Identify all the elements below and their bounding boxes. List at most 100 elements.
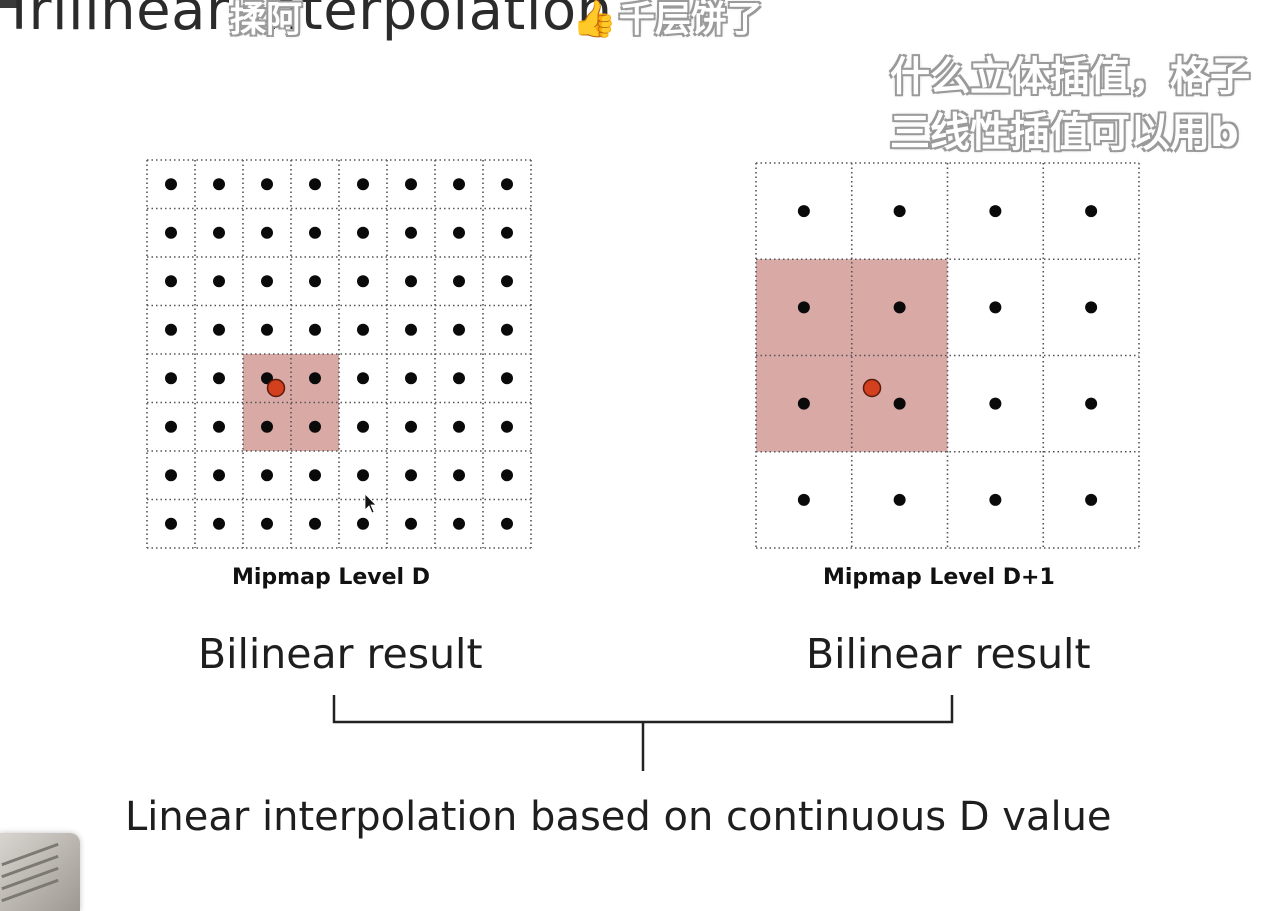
texel-dot [453, 420, 465, 433]
texel-dot [893, 205, 906, 218]
texel-dot [165, 178, 177, 191]
grid-level-d [146, 159, 532, 549]
texel-dot [405, 226, 417, 239]
texel-dot [213, 178, 225, 191]
danmaku-comment-text: 千层饼了 [618, 0, 763, 40]
texel-dot [261, 517, 273, 530]
sample-point [862, 378, 882, 398]
texel-dot [165, 372, 177, 385]
texel-dot [309, 275, 321, 288]
texel-dot [405, 178, 417, 191]
texel-dot [453, 372, 465, 385]
texel-dot [797, 301, 810, 314]
sample-point [266, 378, 286, 398]
window-corner [0, 0, 18, 8]
texel-dot [501, 275, 513, 288]
texel-dot [405, 469, 417, 482]
slide-title: Trilinear Interpolation [2, 0, 613, 43]
texel-dot [357, 226, 369, 239]
texel-dot [1085, 205, 1098, 218]
texel-dot [213, 372, 225, 385]
texel-dot [1085, 493, 1098, 506]
texel-dot [1085, 301, 1098, 314]
texel-dot [261, 275, 273, 288]
texel-dot [213, 226, 225, 239]
texel-dot [405, 420, 417, 433]
texel-dot [357, 517, 369, 530]
texel-dot [261, 226, 273, 239]
danmaku-comment: 揉阿 [230, 0, 303, 40]
texel-dot [165, 469, 177, 482]
texel-dot [309, 372, 321, 385]
texel-dot [357, 469, 369, 482]
texel-dot [357, 372, 369, 385]
bilinear-result-left: Bilinear result [198, 630, 483, 678]
texel-dot [261, 323, 273, 336]
texel-dot [165, 517, 177, 530]
grid-level-d1 [755, 162, 1140, 549]
texel-dot [989, 493, 1002, 506]
bracket-line [332, 695, 954, 724]
texel-dot [405, 517, 417, 530]
texel-dot [453, 275, 465, 288]
bilinear-result-right: Bilinear result [806, 630, 1091, 678]
texel-dot [797, 397, 810, 410]
level-d1-label: Mipmap Level D+1 [823, 565, 1055, 590]
texel-dot [989, 397, 1002, 410]
texel-dot [989, 205, 1002, 218]
texel-dot [261, 469, 273, 482]
level-d-label: Mipmap Level D [232, 565, 431, 590]
texel-dot [501, 226, 513, 239]
texel-dot [309, 420, 321, 433]
texel-dot [309, 178, 321, 191]
texel-dot [453, 178, 465, 191]
texel-dot [797, 205, 810, 218]
texel-dot [797, 493, 810, 506]
texel-dot [357, 420, 369, 433]
texel-dot [165, 226, 177, 239]
texel-dot [213, 517, 225, 530]
texel-dot [405, 372, 417, 385]
danmaku-comment: 三线性插值可以用b [890, 110, 1239, 156]
texel-dot [453, 469, 465, 482]
texel-dot [309, 517, 321, 530]
texel-dot [405, 323, 417, 336]
danmaku-comment: 什么立体插值，格子 [890, 54, 1250, 100]
thumbs-up-icon: 👍 [572, 0, 617, 40]
texel-dot [453, 226, 465, 239]
texel-dot [213, 469, 225, 482]
texel-dot [501, 420, 513, 433]
texel-dot [213, 420, 225, 433]
texel-dot [357, 178, 369, 191]
texel-dot [893, 397, 906, 410]
cursor-arrow-icon [364, 493, 377, 514]
texel-dot [501, 517, 513, 530]
texel-dot [501, 178, 513, 191]
danmaku-comment: 👍千层饼了 [572, 0, 763, 42]
texel-dot [213, 323, 225, 336]
texel-dot [261, 178, 273, 191]
texel-dot [309, 469, 321, 482]
texel-dot [989, 301, 1002, 314]
texel-dot [309, 323, 321, 336]
texel-dot [165, 420, 177, 433]
texel-dot [405, 275, 417, 288]
texel-dot [309, 226, 321, 239]
texel-dot [357, 323, 369, 336]
texel-dot [893, 493, 906, 506]
texel-dot [213, 275, 225, 288]
webcam-overlay [0, 833, 80, 911]
texel-dot [893, 301, 906, 314]
texel-dot [501, 323, 513, 336]
linear-interpolation-caption: Linear interpolation based on continuous… [125, 794, 1112, 840]
texel-dot [261, 420, 273, 433]
texel-dot [165, 323, 177, 336]
cursor-arrow-shape [364, 493, 377, 514]
texel-dot [501, 372, 513, 385]
texel-dot [357, 275, 369, 288]
combine-bracket [332, 695, 954, 771]
texel-dot [453, 517, 465, 530]
texel-dot [165, 275, 177, 288]
texel-dot [1085, 397, 1098, 410]
